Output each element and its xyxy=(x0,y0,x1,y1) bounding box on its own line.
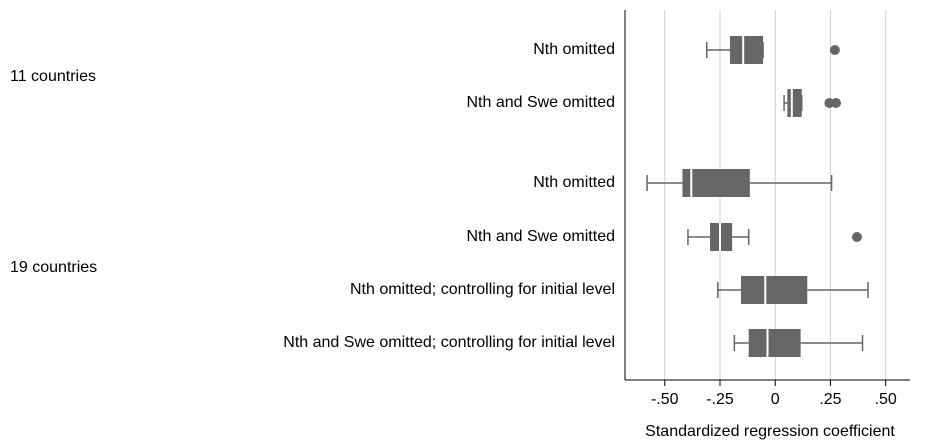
row-label: Nth omitted xyxy=(533,174,615,191)
box xyxy=(710,223,733,251)
x-tick-label: .50 xyxy=(875,391,897,408)
x-axis-label: Standardized regression coefficient xyxy=(645,423,895,440)
group-label: 19 countries xyxy=(10,259,97,276)
box xyxy=(729,36,764,64)
row-label: Nth and Swe omitted; controlling for ini… xyxy=(283,334,615,351)
outlier xyxy=(829,45,840,55)
box xyxy=(740,276,808,304)
group-label: 11 countries xyxy=(10,68,96,85)
box xyxy=(682,169,750,197)
row-label: Nth and Swe omitted xyxy=(466,94,615,111)
box xyxy=(787,89,802,117)
x-tick-label: -.50 xyxy=(651,391,679,408)
row-label: Nth omitted; controlling for initial lev… xyxy=(350,281,615,298)
outlier xyxy=(851,232,862,242)
row-label: Nth omitted xyxy=(533,41,615,58)
outlier xyxy=(830,98,841,108)
row-label: Nth and Swe omitted xyxy=(466,228,615,245)
x-tick-label: .25 xyxy=(819,391,841,408)
x-tick-label: 0 xyxy=(771,391,780,408)
x-tick-label: -.25 xyxy=(706,391,734,408)
box xyxy=(748,329,801,357)
